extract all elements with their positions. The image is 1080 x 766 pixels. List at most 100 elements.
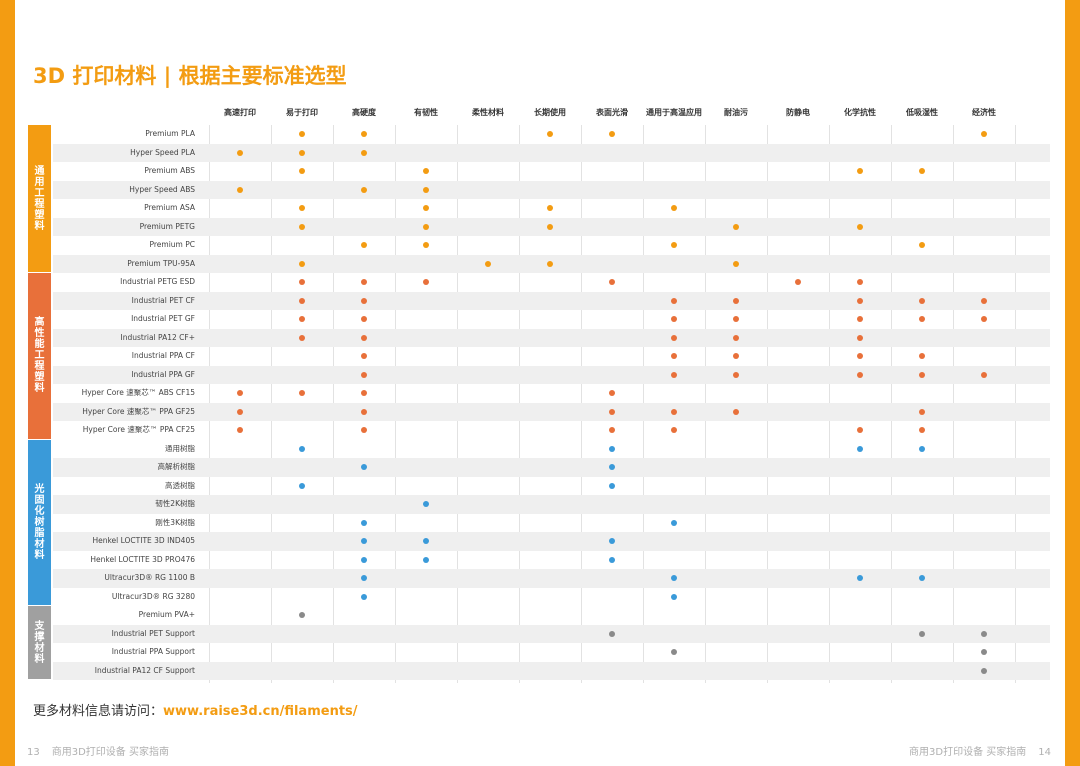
- row-background: [53, 458, 1050, 477]
- criterion-dot: [857, 575, 863, 581]
- criterion-dot: [299, 482, 305, 489]
- criterion-dot: [919, 371, 925, 378]
- table-row: Industrial PPA CF: [28, 347, 1050, 366]
- row-background: [53, 661, 1050, 680]
- criterion-dot: [671, 242, 677, 248]
- table-row: Industrial PETG ESD: [28, 273, 1050, 292]
- criterion-dot: [733, 316, 739, 322]
- row-background: [53, 440, 1050, 459]
- criterion-dot: [857, 316, 863, 322]
- table-row: 韧性2K树脂: [28, 495, 1050, 514]
- criterion-dot: [299, 131, 305, 137]
- criterion-dot: [485, 260, 491, 267]
- table-row: 刚性3K树脂: [28, 514, 1050, 533]
- material-name: 韧性2K树脂: [155, 499, 195, 508]
- criterion-dot: [609, 482, 615, 489]
- criterion-dot: [361, 149, 367, 156]
- criterion-dot: [299, 205, 305, 211]
- table-row: Industrial PA12 CF+: [28, 328, 1050, 347]
- material-name: Ultracur3D® RG 3280: [111, 591, 195, 601]
- table-row: 高解析树脂: [28, 458, 1050, 477]
- row-background: [53, 291, 1050, 310]
- page: 3D 打印材料 | 根据主要标准选型 高速打印 易于打印 高硬度 有韧性 柔性材料 长期使…: [15, 0, 1065, 766]
- criterion-dot: [361, 353, 367, 359]
- criterion-dot: [423, 556, 429, 563]
- criterion-dot: [237, 186, 243, 193]
- criterion-dot: [981, 297, 987, 304]
- table-row: Industrial PET Support: [28, 624, 1050, 643]
- material-name: Premium ABS: [144, 166, 195, 175]
- page-footer-right: 商用3D打印设备 买家指南 14: [909, 743, 1051, 758]
- table-row: Premium ASA: [28, 199, 1050, 218]
- criterion-dot: [671, 353, 677, 359]
- group-label: 光固化树脂材料: [28, 439, 51, 605]
- criterion-dot: [361, 593, 367, 600]
- column-header: 柔性材料: [472, 108, 504, 117]
- criterion-dot: [237, 427, 243, 433]
- group-name: 高性能工程塑料: [34, 317, 45, 395]
- row-background: [53, 384, 1050, 403]
- row-background: [53, 273, 1050, 292]
- material-name: Industrial PETG ESD: [120, 277, 195, 286]
- row-background: [53, 143, 1050, 162]
- column-header: 高硬度: [352, 108, 376, 117]
- material-name: 高解析树脂: [157, 462, 196, 471]
- criterion-dot: [547, 131, 553, 137]
- material-name: Industrial PET GF: [131, 314, 195, 323]
- criterion-dot: [857, 223, 863, 230]
- material-name: Industrial PPA Support: [111, 647, 195, 656]
- criterion-dot: [981, 131, 987, 137]
- material-name: Henkel LOCTITE 3D IND405: [92, 536, 195, 545]
- material-name: 通用树脂: [165, 443, 195, 453]
- criterion-dot: [299, 390, 305, 396]
- criterion-dot: [671, 593, 677, 600]
- column-header: 低吸湿性: [906, 108, 938, 117]
- page-footer-left-text: 商用3D打印设备 买家指南: [51, 747, 169, 758]
- criterion-dot: [609, 131, 615, 137]
- criterion-dot: [361, 186, 367, 193]
- criterion-dot: [299, 260, 305, 267]
- material-name: Premium TPU-95A: [127, 258, 195, 268]
- criterion-dot: [671, 519, 677, 526]
- table-row: Ultracur3D® RG 1100 B: [28, 569, 1050, 588]
- material-name: Industrial PET Support: [111, 628, 195, 638]
- criterion-dot: [361, 297, 367, 304]
- row-background: [53, 402, 1050, 421]
- table-row: Industrial PPA Support: [28, 643, 1050, 662]
- table-row: Hyper Core 速聚芯™ ABS CF15: [28, 384, 1050, 403]
- criterion-dot: [857, 334, 863, 341]
- criterion-dot: [423, 168, 429, 174]
- criterion-dot: [609, 390, 615, 396]
- criterion-dot: [237, 408, 243, 415]
- criterion-dot: [857, 427, 863, 433]
- criterion-dot: [299, 612, 305, 618]
- table-row: Ultracur3D® RG 3280: [28, 588, 1050, 607]
- criterion-dot: [671, 205, 677, 211]
- criterion-dot: [981, 371, 987, 378]
- table-row: Premium PVA+: [28, 606, 1050, 625]
- criterion-dot: [299, 297, 305, 304]
- table-row: Industrial PET GF: [28, 310, 1050, 329]
- filaments-link[interactable]: www.raise3d.cn/filaments/: [163, 704, 358, 719]
- row-background: [53, 532, 1050, 551]
- criterion-dot: [547, 260, 553, 267]
- group-label: 通用工程塑料: [28, 125, 51, 272]
- criterion-dot: [795, 279, 801, 285]
- criterion-dot: [919, 353, 925, 359]
- criterion-dot: [361, 519, 367, 526]
- criterion-dot: [237, 149, 243, 156]
- criterion-dot: [423, 279, 429, 285]
- criterion-dot: [299, 149, 305, 156]
- criterion-dot: [671, 334, 677, 341]
- criterion-dot: [671, 575, 677, 581]
- footer-text: 更多材料信息请访问：: [33, 704, 164, 719]
- criterion-dot: [609, 464, 615, 470]
- material-name: 高透树脂: [165, 480, 195, 490]
- criterion-dot: [919, 575, 925, 581]
- criterion-dot: [609, 630, 615, 637]
- material-name: Industrial PPA GF: [131, 369, 195, 379]
- page-number-right: 14: [1038, 747, 1051, 758]
- criterion-dot: [857, 353, 863, 359]
- criterion-dot: [671, 649, 677, 655]
- criterion-dot: [733, 297, 739, 304]
